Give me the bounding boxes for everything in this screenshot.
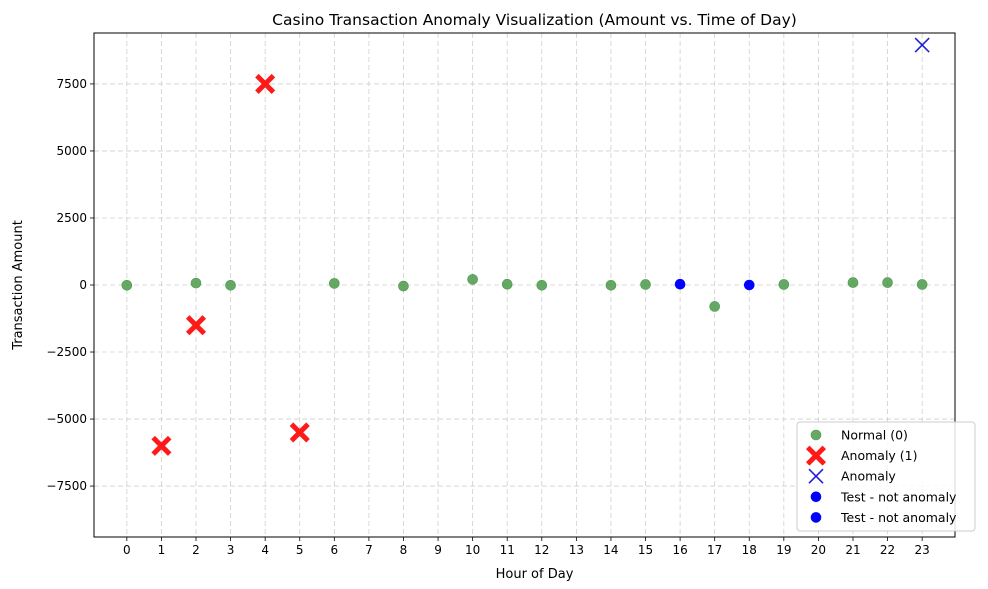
data-point-series-1 [289, 422, 310, 443]
legend-marker-1 [805, 445, 827, 466]
x-tick-label: 4 [261, 543, 269, 557]
point-marker [805, 445, 827, 466]
point-marker [190, 277, 202, 289]
x-tick-label: 1 [158, 543, 166, 557]
x-tick-label: 5 [296, 543, 304, 557]
data-point-series-2 [914, 37, 930, 53]
y-tick-label: 5000 [56, 144, 87, 158]
legend: Normal (0) Anomaly (1) Anomaly Test - not a… [796, 421, 976, 532]
point-marker [674, 278, 686, 290]
data-point-series-0 [778, 279, 790, 290]
point-marker [605, 279, 617, 291]
x-tick-label: 17 [707, 543, 722, 557]
x-tick-label: 19 [776, 543, 791, 557]
point-marker [810, 491, 822, 503]
point-marker [808, 468, 824, 484]
legend-marker-2 [808, 468, 824, 484]
data-point-series-0 [605, 279, 617, 291]
axis-ticks: 0 1 2 3 4 5 6 7 8 9 10 11 12 13 14 15 16 17 18 19 20 21 22 23−7… [46, 77, 929, 557]
x-tick-label: 16 [672, 543, 687, 557]
y-tick-label: 0 [79, 278, 87, 292]
legend-box [796, 421, 976, 532]
data-point-series-0 [398, 280, 409, 292]
x-tick-label: 10 [465, 543, 480, 557]
point-marker [225, 279, 236, 291]
point-marker [640, 279, 651, 290]
point-marker [914, 37, 930, 53]
y-tick-label: −7500 [46, 479, 87, 493]
data-point-series-1 [255, 73, 276, 94]
x-axis-label: Hour of Day [496, 567, 574, 582]
point-marker [743, 279, 755, 291]
point-marker [916, 279, 928, 290]
x-tick-label: 9 [434, 543, 442, 557]
x-tick-label: 8 [400, 543, 408, 557]
data-point-series-0 [882, 277, 893, 288]
point-marker [255, 73, 276, 94]
point-marker [501, 278, 513, 290]
data-point-series-0 [709, 301, 720, 312]
legend-marker-4 [810, 512, 822, 523]
x-tick-label: 15 [638, 543, 653, 557]
point-marker [185, 315, 207, 336]
point-marker [847, 277, 859, 288]
point-marker [329, 278, 340, 289]
data-point-series-0 [225, 279, 236, 291]
point-marker [810, 512, 822, 523]
x-tick-label: 14 [603, 543, 618, 557]
x-tick-label: 20 [811, 543, 826, 557]
data-point-series-4 [743, 279, 755, 291]
point-marker [810, 429, 822, 441]
legend-label-0: Normal (0) [841, 428, 908, 443]
x-tick-label: 2 [192, 543, 200, 557]
legend-marker-0 [810, 429, 822, 441]
point-marker [398, 280, 409, 292]
data-point-series-0 [467, 274, 478, 285]
legend-label-3: Test - not anomaly [840, 489, 957, 504]
data-point-series-1 [151, 435, 172, 456]
chart-title: Casino Transaction Anomaly Visualization… [272, 11, 797, 29]
y-tick-label: 2500 [56, 211, 87, 225]
point-marker [709, 301, 720, 312]
data-point-series-0 [916, 279, 928, 290]
x-tick-label: 12 [534, 543, 549, 557]
point-marker [151, 435, 172, 456]
legend-label-2: Anomaly [841, 469, 896, 484]
data-point-series-1 [185, 315, 207, 336]
point-marker [882, 277, 893, 288]
point-marker [778, 279, 790, 290]
legend-label-1: Anomaly (1) [841, 448, 918, 463]
legend-label-4: Test - not anomaly [840, 510, 957, 525]
y-axis-label: Transaction Amount [11, 220, 26, 351]
point-marker [121, 279, 133, 291]
data-point-series-0 [640, 279, 651, 290]
data-points [121, 37, 930, 456]
data-point-series-0 [536, 279, 548, 291]
legend-marker-3 [810, 491, 822, 503]
x-tick-label: 11 [500, 543, 515, 557]
x-tick-label: 21 [845, 543, 860, 557]
y-tick-label: 7500 [56, 77, 87, 91]
data-point-series-0 [329, 278, 340, 289]
x-tick-label: 23 [915, 543, 930, 557]
x-tick-label: 0 [123, 543, 131, 557]
point-marker [536, 279, 548, 291]
data-point-series-3 [674, 278, 686, 290]
x-tick-label: 3 [227, 543, 235, 557]
x-tick-label: 18 [742, 543, 757, 557]
y-tick-label: −5000 [46, 412, 87, 426]
point-marker [289, 422, 310, 443]
data-point-series-0 [847, 277, 859, 288]
x-tick-label: 13 [569, 543, 584, 557]
x-tick-label: 22 [880, 543, 895, 557]
x-tick-label: 7 [365, 543, 373, 557]
data-point-series-0 [501, 278, 513, 290]
x-tick-label: 6 [330, 543, 338, 557]
data-point-series-0 [121, 279, 133, 291]
point-marker [467, 274, 478, 285]
data-point-series-0 [190, 277, 202, 289]
y-tick-label: −2500 [46, 345, 87, 359]
